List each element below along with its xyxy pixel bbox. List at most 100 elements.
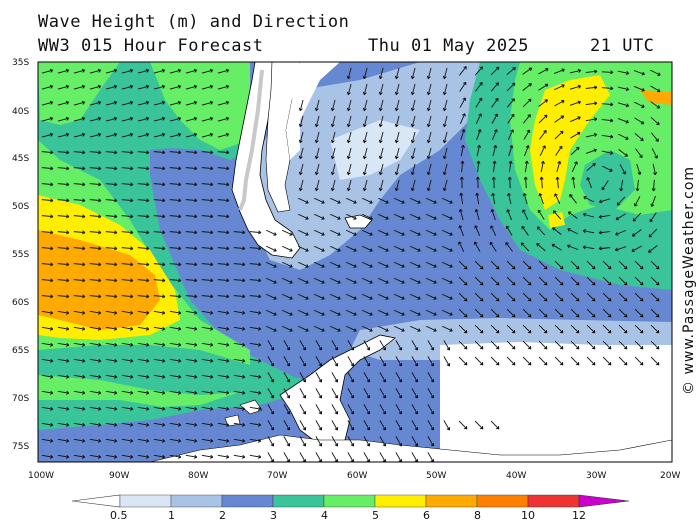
wave-arrow [201, 438, 214, 443]
wave-arrow [635, 148, 643, 159]
wave-arrow [442, 163, 448, 176]
wave-arrow [201, 150, 214, 155]
wave-arrow [185, 342, 198, 347]
wave-arrow [169, 406, 182, 411]
wave-arrow [650, 85, 661, 93]
wave-arrow [89, 374, 102, 379]
wave-arrow [315, 420, 323, 431]
wave-arrow [394, 309, 405, 316]
wave-arrow [491, 113, 499, 124]
wave-arrow [635, 179, 640, 192]
wave-arrow [395, 356, 403, 367]
wave-arrow [153, 262, 166, 267]
wave-arrow [315, 436, 323, 447]
wave-arrow [490, 82, 500, 92]
wave-arrow [524, 145, 530, 157]
wave-arrow [522, 98, 532, 108]
wave-arrow [217, 230, 230, 235]
wave-arrow [410, 309, 421, 316]
wave-arrow [505, 241, 513, 252]
wave-arrow [89, 422, 102, 427]
wave-arrow [105, 342, 118, 347]
wave-arrow [538, 83, 549, 91]
wave-arrow [346, 277, 357, 284]
wave-arrow [57, 406, 70, 411]
wave-arrow [648, 228, 658, 238]
wave-arrow [137, 438, 150, 443]
wave-arrow [57, 84, 70, 90]
wave-arrow [601, 70, 614, 75]
wave-arrow [249, 422, 262, 427]
wave-arrow [121, 150, 134, 155]
wave-arrow [347, 340, 355, 351]
wave-arrow [201, 342, 214, 347]
wave-arrow [217, 422, 230, 427]
wave-arrow [346, 325, 357, 332]
wave-arrow [601, 118, 614, 123]
wave-arrow [73, 230, 86, 235]
wave-arrow [394, 115, 400, 128]
wave-arrow [571, 176, 576, 189]
wave-arrow [615, 213, 626, 221]
wave-arrow [298, 325, 309, 332]
wave-arrow [618, 276, 628, 286]
wave-arrow [458, 208, 464, 221]
colorbar-label: 8 [474, 509, 481, 522]
wave-arrow [458, 241, 465, 252]
wave-arrow [586, 308, 596, 318]
wave-arrow [442, 325, 453, 332]
lat-label: 60S [12, 298, 29, 308]
lon-label: 30W [586, 471, 606, 481]
lon-label: 90W [109, 471, 129, 481]
wave-arrow [650, 292, 660, 302]
wave-arrow [394, 229, 405, 236]
wave-arrow [442, 67, 448, 80]
wave-arrow [394, 277, 405, 284]
wave-arrow [650, 356, 660, 366]
wave-arrow [538, 276, 548, 286]
wave-arrow [378, 277, 389, 284]
wave-arrow [410, 325, 421, 332]
wave-arrow [426, 229, 437, 236]
wave-arrow [346, 245, 357, 252]
wave-arrow [57, 198, 70, 203]
wave-arrow [57, 166, 70, 171]
wave-arrow [363, 372, 371, 383]
wave-arrow [475, 113, 482, 124]
wave-arrow [185, 294, 198, 299]
wave-arrow [105, 278, 118, 283]
wave-arrow [121, 310, 134, 315]
wave-arrow [460, 160, 465, 173]
wave-arrow [137, 150, 150, 155]
wave-arrow [201, 182, 214, 187]
wave-arrow [153, 198, 166, 203]
wave-arrow [442, 277, 453, 284]
wave-arrow [201, 100, 214, 106]
colorbar-swatch [374, 494, 427, 508]
wave-arrow [73, 406, 86, 411]
wave-arrow [346, 179, 352, 192]
wave-arrow [298, 293, 309, 300]
wave-arrow [217, 68, 230, 74]
wave-arrow [617, 118, 629, 124]
wave-arrow [266, 309, 277, 316]
wave-arrow [378, 325, 389, 332]
wave-arrow [89, 150, 102, 155]
forecast-model-label: WW3 015 Hour Forecast [38, 36, 264, 56]
wave-arrow [233, 246, 246, 251]
wave-arrow [330, 163, 336, 176]
wave-arrow [362, 213, 373, 220]
wave-arrow [585, 101, 598, 106]
wave-arrow [266, 261, 277, 268]
wave-arrow [267, 372, 275, 383]
wave-arrow [347, 420, 355, 431]
wave-arrow [363, 420, 371, 431]
wave-arrow [523, 114, 531, 124]
wave-arrow [105, 438, 118, 443]
wave-arrow [153, 438, 166, 443]
wave-arrow [346, 67, 352, 80]
wave-arrow [427, 356, 435, 367]
wave-arrow [490, 324, 500, 334]
wave-arrow [490, 66, 500, 76]
wave-arrow [185, 150, 198, 155]
